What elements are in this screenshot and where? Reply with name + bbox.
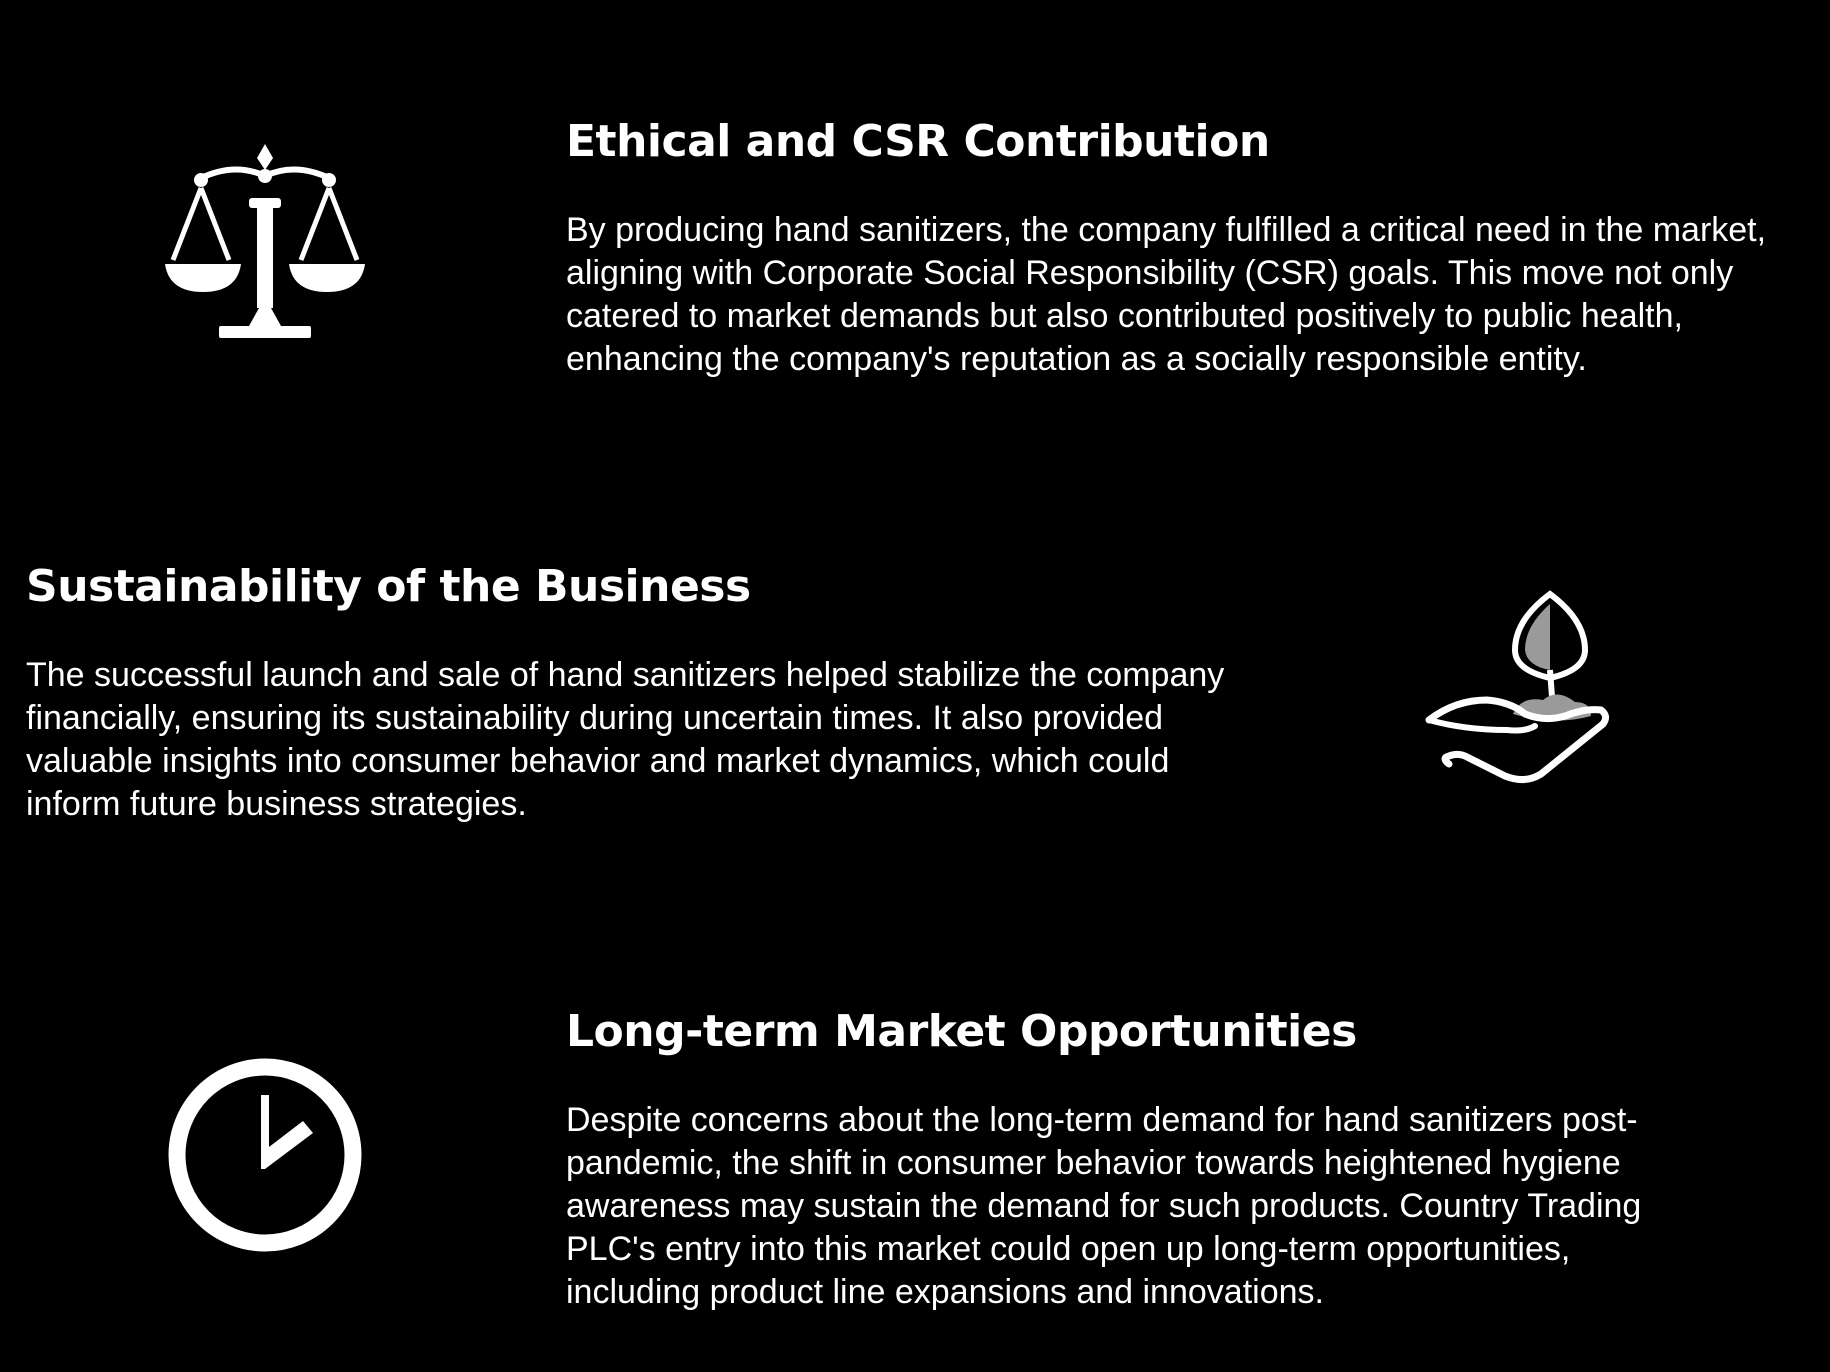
section-sustainability: Sustainability of the Business The succe…	[26, 560, 1246, 826]
section-title: Sustainability of the Business	[26, 561, 751, 612]
section-title: Long-term Market Opportunities	[566, 1006, 1357, 1057]
clock-icon	[165, 1055, 365, 1255]
scales-of-justice-icon	[165, 140, 365, 345]
section-ethical-csr: Ethical and CSR Contribution By producin…	[566, 115, 1796, 381]
section-body: The successful launch and sale of hand s…	[26, 656, 1225, 823]
hand-holding-plant-icon	[1425, 590, 1625, 790]
section-body: By producing hand sanitizers, the compan…	[566, 211, 1767, 378]
section-long-term-opportunities: Long-term Market Opportunities Despite c…	[566, 1005, 1696, 1314]
section-body: Despite concerns about the long-term dem…	[566, 1101, 1642, 1311]
section-title: Ethical and CSR Contribution	[566, 116, 1270, 167]
